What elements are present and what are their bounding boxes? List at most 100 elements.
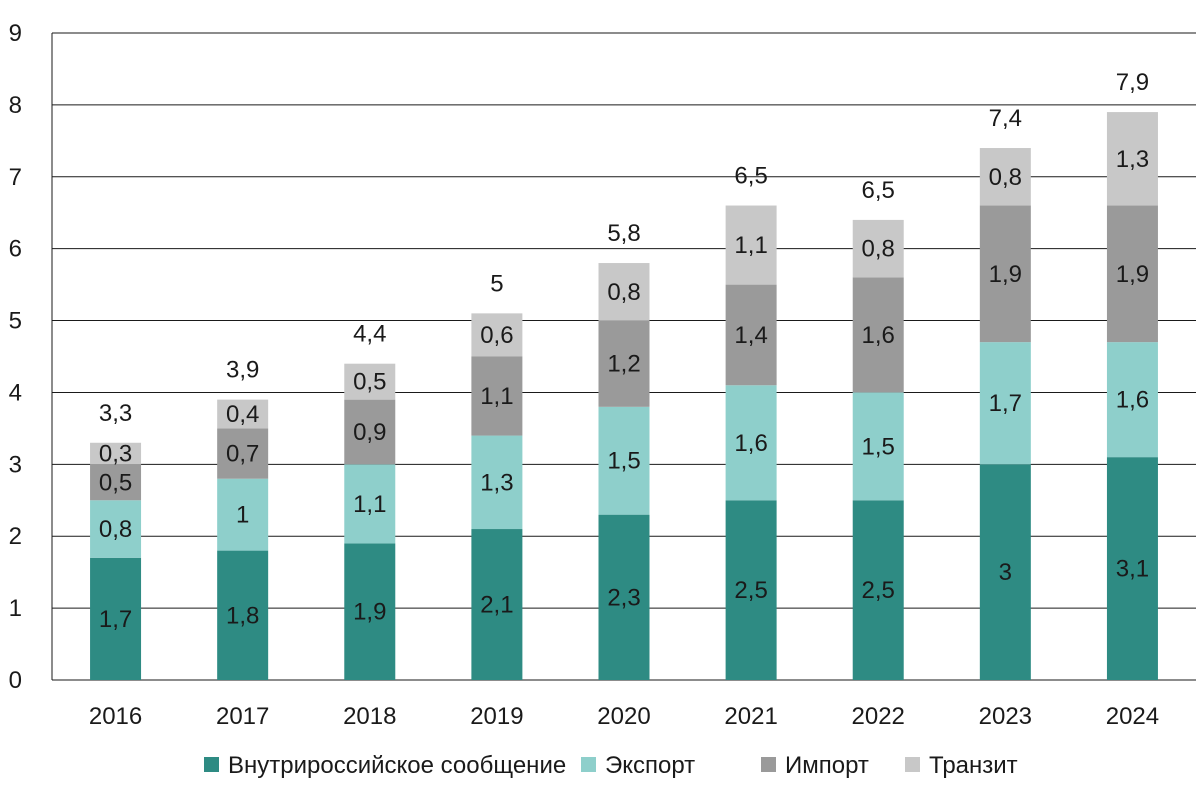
bar-segment (1106, 205, 1158, 343)
bar-segment (725, 500, 777, 680)
segment-value-label: 0,5 (99, 469, 132, 496)
legend-label: Экспорт (605, 752, 695, 779)
bar-segment (979, 342, 1031, 465)
legend-label: Транзит (929, 752, 1018, 779)
y-tick-label: 1 (9, 595, 22, 622)
bar-segment (344, 399, 396, 465)
y-tick-label: 2 (9, 523, 22, 550)
bar-segment (852, 219, 904, 278)
bar-segment (725, 205, 777, 285)
y-tick-label: 3 (9, 451, 22, 478)
bar-segment (344, 363, 396, 400)
segment-value-label: 1,9 (353, 599, 386, 626)
axes: 0 1 2 3 4 5 6 7 8 9 2016 2017 2018 2019 2020 2021 2022 20… (9, 20, 1159, 730)
bar-segment (979, 205, 1031, 343)
bar-total-label: 3,9 (226, 357, 259, 384)
bars (90, 112, 1158, 680)
bar-segment (598, 514, 650, 680)
bar-segment (979, 464, 1031, 680)
bar-segment (725, 385, 777, 501)
bar-segment (217, 550, 269, 680)
legend-label: Импорт (785, 752, 869, 779)
segment-value-label: 1,6 (862, 322, 895, 349)
x-tick-label: 2021 (724, 703, 777, 730)
y-tick-label: 0 (9, 667, 22, 694)
segment-value-label: 0,7 (226, 441, 259, 468)
bar-segment (852, 392, 904, 501)
bar-segment (725, 284, 777, 386)
x-tick-label: 2024 (1106, 703, 1159, 730)
segment-value-label: 1,5 (607, 448, 640, 475)
segment-value-label: 1,5 (862, 433, 895, 460)
segment-value-label: 1,4 (734, 322, 767, 349)
bar-segment (1106, 457, 1158, 680)
bar-segment (598, 263, 650, 321)
y-tick-label: 5 (9, 308, 22, 335)
segment-value-label: 0,8 (99, 516, 132, 543)
y-tick-label: 8 (9, 92, 22, 119)
data-labels: 1,70,80,50,33,31,810,70,43,91,91,10,90,5… (99, 69, 1149, 633)
bar-total-label: 6,5 (734, 163, 767, 190)
bar-total-label: 3,3 (99, 400, 132, 427)
segment-value-label: 2,3 (607, 584, 640, 611)
x-tick-label: 2016 (89, 703, 142, 730)
segment-value-label: 1,7 (99, 606, 132, 633)
bar-segment (471, 435, 523, 530)
segment-value-label: 1 (236, 502, 249, 529)
bar-segment (1106, 342, 1158, 458)
segment-value-label: 1,6 (1116, 387, 1149, 414)
segment-value-label: 0,8 (607, 279, 640, 306)
segment-value-label: 0,5 (353, 369, 386, 396)
segment-value-label: 1,3 (1116, 146, 1149, 173)
x-tick-label: 2022 (852, 703, 905, 730)
segment-value-label: 0,9 (353, 419, 386, 446)
bar-segment (598, 406, 650, 515)
bar-segment (217, 399, 269, 429)
bar-total-label: 6,5 (862, 177, 895, 204)
y-tick-label: 7 (9, 164, 22, 191)
legend-label: Внутрироссийское сообщение (228, 752, 566, 779)
segment-value-label: 1,7 (989, 390, 1022, 417)
segment-value-label: 0,8 (862, 236, 895, 263)
segment-value-label: 2,1 (480, 592, 513, 619)
segment-value-label: 0,4 (226, 401, 259, 428)
segment-value-label: 3,1 (1116, 556, 1149, 583)
bar-segment (852, 500, 904, 680)
bar-segment (1106, 112, 1158, 206)
legend-swatch (761, 757, 776, 772)
bar-segment (90, 464, 142, 501)
bar-total-label: 5 (490, 270, 503, 297)
bar-segment (344, 464, 396, 544)
bar-total-label: 7,9 (1116, 69, 1149, 96)
bar-segment (90, 442, 142, 465)
x-tick-label: 2018 (343, 703, 396, 730)
bar-segment (598, 320, 650, 407)
segment-value-label: 3 (999, 559, 1012, 586)
y-tick-label: 9 (9, 20, 22, 47)
segment-value-label: 1,6 (734, 430, 767, 457)
segment-value-label: 1,1 (353, 491, 386, 518)
x-tick-label: 2017 (216, 703, 269, 730)
bar-total-label: 7,4 (989, 105, 1022, 132)
segment-value-label: 2,5 (862, 577, 895, 604)
bar-segment (471, 356, 523, 436)
segment-value-label: 0,8 (989, 164, 1022, 191)
segment-value-label: 1,1 (480, 383, 513, 410)
segment-value-label: 1,9 (1116, 261, 1149, 288)
bar-segment (344, 543, 396, 680)
legend-swatch (905, 757, 920, 772)
segment-value-label: 1,3 (480, 469, 513, 496)
segment-value-label: 1,9 (989, 261, 1022, 288)
bar-total-label: 4,4 (353, 321, 386, 348)
y-tick-label: 4 (9, 379, 22, 406)
bar-segment (217, 478, 269, 551)
segment-value-label: 0,3 (99, 441, 132, 468)
y-tick-label: 6 (9, 236, 22, 263)
legend-swatch (581, 757, 596, 772)
x-tick-label: 2023 (979, 703, 1032, 730)
segment-value-label: 1,2 (607, 351, 640, 378)
legend-swatch (204, 757, 219, 772)
segment-value-label: 2,5 (734, 577, 767, 604)
